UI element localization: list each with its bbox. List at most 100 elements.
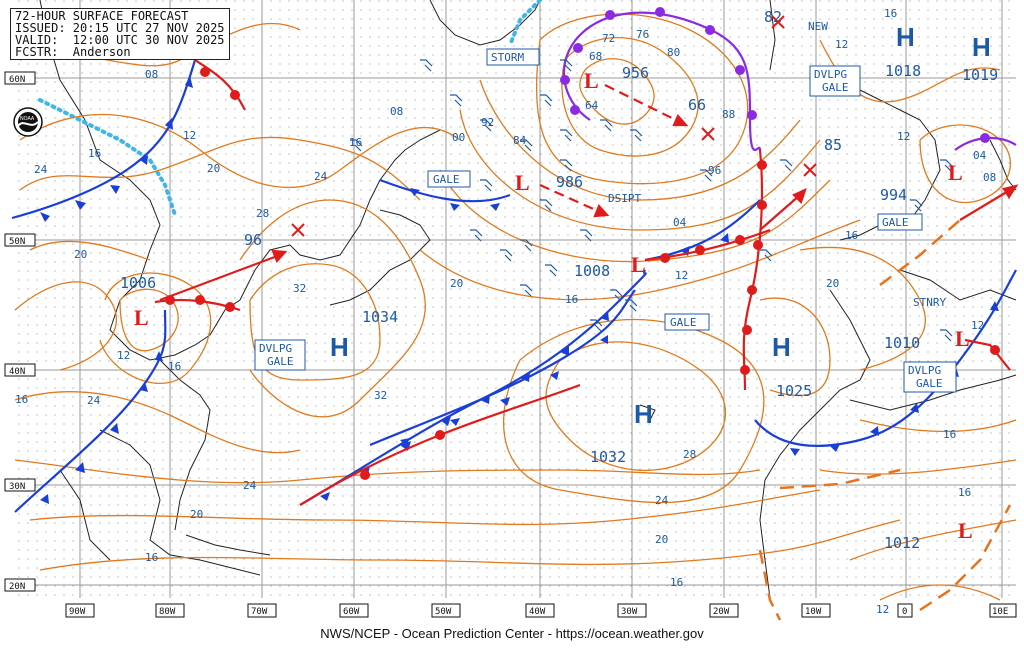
low-symbol: L xyxy=(134,305,149,330)
lat-label-50n: 50N xyxy=(9,237,25,247)
isobar-label: 20 xyxy=(826,277,839,290)
isobar-label: 64 xyxy=(585,99,599,112)
isobar-label: 72 xyxy=(602,32,615,45)
isobar-label: 16 xyxy=(670,576,683,589)
high-1018-value: 1018 xyxy=(885,62,921,80)
lon-label-70w: 70W xyxy=(251,607,268,617)
gale-label: GALE xyxy=(670,316,697,329)
isobar-label: 16 xyxy=(168,360,181,373)
dvlpg-gale-label: DVLPG GALE xyxy=(908,364,943,390)
high-symbol: H xyxy=(634,399,653,429)
wind-barbs xyxy=(350,59,953,342)
isobar-label: 20 xyxy=(190,508,203,521)
forecast-x-marks xyxy=(291,15,817,237)
isobar-label: 16 xyxy=(145,551,158,564)
lon-label-20w: 20W xyxy=(713,607,730,617)
low-symbol: L xyxy=(948,160,963,185)
isobar-label: 20 xyxy=(74,248,87,261)
isobar-label: 12 xyxy=(876,603,889,616)
high-symbol: H xyxy=(896,22,915,52)
forecast-pressure: 82 xyxy=(764,8,782,26)
low-centers: L 956 L 986 L 1006 L 1008 L 994 L 1010 L… xyxy=(120,64,973,552)
low-1006-value: 1006 xyxy=(120,274,156,292)
gale-label: GALE xyxy=(882,216,909,229)
forecast-pressure: 96 xyxy=(244,231,262,249)
isobar-label: 16 xyxy=(958,486,971,499)
lon-label-60w: 60W xyxy=(343,607,360,617)
isobar-label: 00 xyxy=(452,131,465,144)
isobar-label: 32 xyxy=(293,282,306,295)
isobar-label: 80 xyxy=(667,46,680,59)
isobar-label: 12 xyxy=(183,129,196,142)
warning-labels: STORM GALE DVLPG GALE DVLPG GALE GALE DVLP… xyxy=(254,20,957,393)
noaa-logo: NOAA xyxy=(13,107,43,137)
isobar-label: 16 xyxy=(943,428,956,441)
isobar-label: 08 xyxy=(145,68,158,81)
forecast-header: 72-HOUR SURFACE FORECAST ISSUED: 20:15 UT… xyxy=(10,8,230,60)
stnry-label: STNRY xyxy=(913,296,946,309)
isobar-label: 04 xyxy=(973,149,987,162)
isobar-label: 12 xyxy=(117,349,130,362)
isobar-label: 32 xyxy=(374,389,387,402)
low-symbol: L xyxy=(584,68,599,93)
lon-label-90w: 90W xyxy=(69,607,86,617)
coastlines xyxy=(39,0,1017,599)
high-1034-value: 1034 xyxy=(362,308,398,326)
isobar-label: 08 xyxy=(983,171,996,184)
axis-labels: 60N 50N 40N 30N 20N 90W 80W 70W 60W 50W … xyxy=(4,71,1017,618)
high-centers: H 1034 H 1032 H 1025 H 1018 H 1019 xyxy=(330,22,998,466)
isobar-labels: 08 16 24 20 28 32 24 16 12 16 20 24 20 1… xyxy=(15,7,996,616)
lat-label-60n: 60N xyxy=(9,75,25,85)
lat-label-30n: 30N xyxy=(9,482,25,492)
isobar-label: 88 xyxy=(722,108,735,121)
low-956-value: 956 xyxy=(622,64,649,82)
isobar-label: 20 xyxy=(450,277,463,290)
isobar-label: 28 xyxy=(256,207,269,220)
isobar-label: 12 xyxy=(897,130,910,143)
storm-label: STORM xyxy=(491,51,524,64)
header-forecaster: FCSTR: Anderson xyxy=(15,45,131,59)
isobar-label: 24 xyxy=(243,479,257,492)
isobar-label: 12 xyxy=(971,319,984,332)
low-symbol: L xyxy=(958,518,973,543)
isobar-label: 24 xyxy=(655,494,669,507)
isobar-label: 16 xyxy=(88,147,101,160)
low-994-value: 994 xyxy=(880,186,907,204)
lon-label-30w: 30W xyxy=(621,607,638,617)
header-valid: VALID: 12:00 UTC 30 NOV 2025 xyxy=(15,33,225,47)
high-1025-value: 1025 xyxy=(776,382,812,400)
noaa-logo-text: NOAA xyxy=(20,116,35,122)
lon-label-0: 0 xyxy=(902,607,907,617)
gale-label: GALE xyxy=(433,173,460,186)
high-1032-value: 1032 xyxy=(590,448,626,466)
isobar-label: 16 xyxy=(349,136,362,149)
isobar-label: 24 xyxy=(314,170,328,183)
isobar-label: 16 xyxy=(565,293,578,306)
storm-track-arrows xyxy=(159,84,1019,302)
lon-label-10e: 10E xyxy=(992,607,1008,617)
occluded-symbols xyxy=(560,7,990,143)
isobar-label: 92 xyxy=(481,116,494,129)
ice-edge xyxy=(38,0,542,217)
dvlpg-gale-label: DVLPG GALE xyxy=(259,342,294,368)
cold-front-barbs xyxy=(40,76,999,504)
isobar-label: 84 xyxy=(513,134,527,147)
isobar-label: 96 xyxy=(708,164,721,177)
warm-front-bulbs xyxy=(165,67,1000,480)
lon-label-40w: 40W xyxy=(529,607,546,617)
low-1012-value: 1012 xyxy=(884,534,920,552)
isobar-label: 12 xyxy=(675,269,688,282)
forecast-pressure: 66 xyxy=(688,96,706,114)
isobar-label: 68 xyxy=(589,50,602,63)
isobar-label: 24 xyxy=(87,394,101,407)
isobar-label: 12 xyxy=(835,38,848,51)
low-symbol: L xyxy=(515,170,530,195)
isobar-label: 16 xyxy=(845,229,858,242)
low-symbol: L xyxy=(631,252,646,277)
isobar-label: 16 xyxy=(884,7,897,20)
low-1010-value: 1010 xyxy=(884,334,920,352)
header-title: 72-HOUR SURFACE FORECAST xyxy=(15,9,189,23)
isobar-label: 08 xyxy=(390,105,403,118)
lon-label-10w: 10W xyxy=(805,607,822,617)
isobars xyxy=(14,13,1017,601)
